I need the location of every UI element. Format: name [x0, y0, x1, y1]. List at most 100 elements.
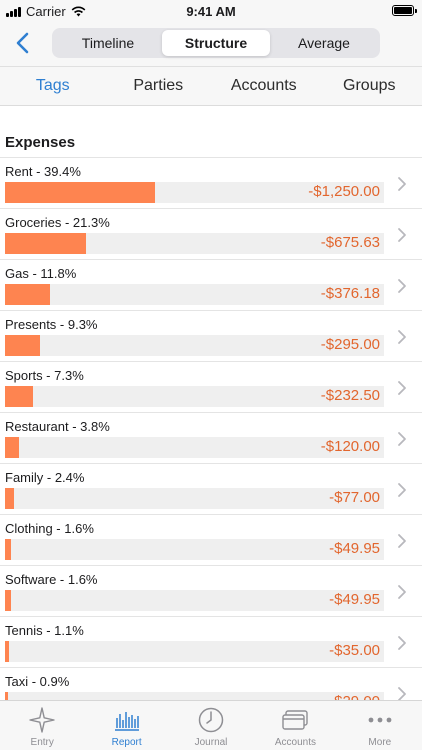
expense-row[interactable]: Family - 2.4% -$77.00 — [0, 463, 422, 514]
chevron-right-icon — [398, 636, 406, 650]
expense-row-label: Clothing - 1.6% — [5, 521, 94, 536]
tabbar-label: Journal — [194, 737, 228, 748]
chevron-right-icon — [398, 330, 406, 344]
tab-groups[interactable]: Groups — [343, 77, 396, 94]
expense-row[interactable]: Groceries - 21.3% -$675.63 — [0, 208, 422, 259]
expense-row[interactable]: Software - 1.6% -$49.95 — [0, 565, 422, 616]
more-icon — [366, 707, 394, 733]
tabbar-more[interactable]: More — [338, 701, 422, 750]
expense-bar-fill — [5, 590, 11, 611]
expense-bar-fill — [5, 182, 155, 203]
chevron-right-icon — [398, 228, 406, 242]
expense-row-label: Gas - 11.8% — [5, 266, 77, 281]
cards-icon — [281, 707, 309, 733]
expense-row-label: Taxi - 0.9% — [5, 674, 70, 689]
tab-accounts[interactable]: Accounts — [230, 77, 297, 94]
expense-row[interactable]: Rent - 39.4% -$1,250.00 — [0, 157, 422, 208]
chevron-right-icon — [398, 483, 406, 497]
chevron-right-icon — [398, 381, 406, 395]
tabbar-entry[interactable]: Entry — [0, 701, 84, 750]
grouping-tabs: Tags Parties Accounts Groups — [0, 66, 422, 106]
tabbar-accounts[interactable]: Accounts — [253, 701, 337, 750]
expense-bar-fill — [5, 641, 9, 662]
expense-bar-fill — [5, 488, 14, 509]
status-bar: Carrier 9:41 AM — [0, 0, 422, 22]
expense-row[interactable]: Tennis - 1.1% -$35.00 — [0, 616, 422, 667]
expense-amount: -$77.00 — [329, 489, 380, 506]
expense-row-label: Family - 2.4% — [5, 470, 85, 485]
nav-bar: Timeline Structure Average — [0, 22, 422, 66]
expense-bar-fill — [5, 233, 86, 254]
section-title: Expenses — [5, 134, 76, 151]
segment-structure[interactable]: Structure — [162, 30, 270, 56]
back-button[interactable] — [10, 28, 34, 58]
report-icon — [113, 707, 141, 733]
expense-bar-track — [5, 335, 384, 356]
expense-row-label: Presents - 9.3% — [5, 317, 98, 332]
expense-amount: -$49.95 — [329, 591, 380, 608]
view-segmented-control: Timeline Structure Average — [52, 28, 380, 58]
status-time: 9:41 AM — [186, 4, 236, 19]
chevron-right-icon — [398, 585, 406, 599]
expense-row-label: Restaurant - 3.8% — [5, 419, 110, 434]
chevron-left-icon — [16, 32, 28, 54]
tab-tags[interactable]: Tags — [35, 77, 70, 94]
expense-row-label: Sports - 7.3% — [5, 368, 84, 383]
segment-timeline[interactable]: Timeline — [81, 35, 135, 51]
expense-bar-track — [5, 437, 384, 458]
expense-bar-track — [5, 182, 384, 203]
expense-amount: -$120.00 — [320, 438, 380, 455]
chevron-right-icon — [398, 687, 406, 700]
expense-bar-track — [5, 488, 384, 509]
bottom-tab-bar: Entry Report — [0, 700, 422, 750]
expense-bar-track — [5, 386, 384, 407]
signal-icon — [6, 6, 21, 17]
expense-amount: -$29.00 — [329, 693, 380, 700]
sparkle-icon — [28, 707, 56, 733]
expense-row[interactable]: Taxi - 0.9% -$29.00 — [0, 667, 422, 700]
report-content[interactable]: Expenses Rent - 39.4% -$1,250.00 Groceries… — [0, 106, 422, 700]
expense-row[interactable]: Gas - 11.8% -$376.18 — [0, 259, 422, 310]
expense-row-label: Rent - 39.4% — [5, 164, 81, 179]
tabbar-label: More — [368, 737, 392, 748]
expense-amount: -$232.50 — [320, 387, 380, 404]
chevron-right-icon — [398, 177, 406, 191]
battery-icon — [392, 5, 417, 16]
expense-bar-fill — [5, 539, 11, 560]
expense-bar-track — [5, 692, 384, 700]
expense-row-label: Groceries - 21.3% — [5, 215, 110, 230]
expense-amount: -$376.18 — [320, 285, 380, 302]
expense-bar-fill — [5, 386, 33, 407]
expense-bar-fill — [5, 284, 50, 305]
tabbar-report[interactable]: Report — [84, 701, 168, 750]
expense-bar-track — [5, 641, 384, 662]
tabbar-journal[interactable]: Journal — [169, 701, 253, 750]
expense-row-label: Tennis - 1.1% — [5, 623, 84, 638]
expense-amount: -$35.00 — [329, 642, 380, 659]
expense-row[interactable]: Presents - 9.3% -$295.00 — [0, 310, 422, 361]
chevron-right-icon — [398, 534, 406, 548]
wifi-icon — [71, 6, 86, 17]
clock-icon — [197, 707, 225, 733]
expense-bar-fill — [5, 335, 40, 356]
expense-row[interactable]: Restaurant - 3.8% -$120.00 — [0, 412, 422, 463]
tabbar-label: Accounts — [274, 737, 316, 748]
expense-bar-fill — [5, 437, 19, 458]
tab-parties[interactable]: Parties — [133, 77, 184, 94]
expense-list: Rent - 39.4% -$1,250.00 Groceries - 21.3% -… — [0, 157, 422, 700]
expense-row-label: Software - 1.6% — [5, 572, 98, 587]
tabbar-label: Report — [111, 737, 142, 748]
expense-bar-track — [5, 590, 384, 611]
carrier-group: Carrier — [6, 4, 86, 19]
expense-bar-track — [5, 284, 384, 305]
chevron-right-icon — [398, 279, 406, 293]
expense-row[interactable]: Clothing - 1.6% -$49.95 — [0, 514, 422, 565]
carrier-label: Carrier — [26, 4, 66, 19]
expense-amount: -$49.95 — [329, 540, 380, 557]
expense-amount: -$295.00 — [320, 336, 380, 353]
segment-average[interactable]: Average — [298, 35, 350, 51]
expense-row[interactable]: Sports - 7.3% -$232.50 — [0, 361, 422, 412]
tabbar-label: Entry — [30, 737, 54, 748]
expense-bar-fill — [5, 692, 8, 700]
expense-amount: -$675.63 — [320, 234, 380, 251]
